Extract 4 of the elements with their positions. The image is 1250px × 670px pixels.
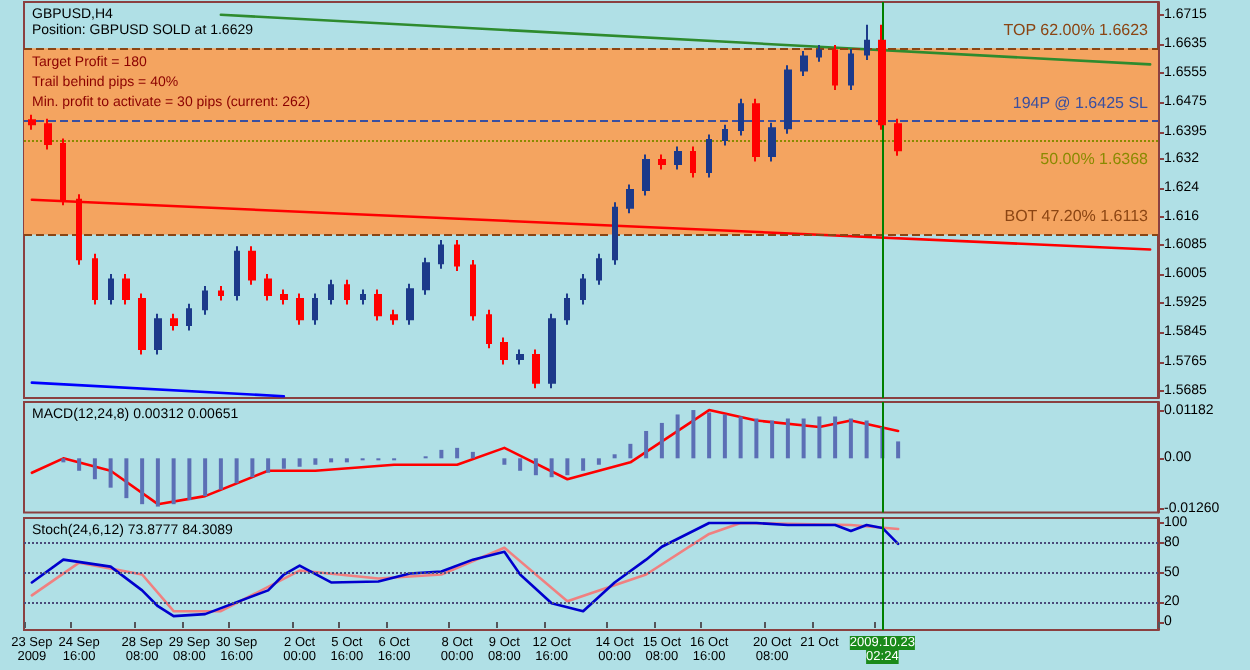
ref-line-label: 50.00% 1.6368 xyxy=(1040,150,1150,169)
ref-line-label: BOT 47.20% 1.6113 xyxy=(1004,207,1150,226)
ref-line-label: 194P @ 1.6425 SL xyxy=(1012,93,1150,112)
ref-line-label: TOP 62.00% 1.6623 xyxy=(1003,21,1150,40)
